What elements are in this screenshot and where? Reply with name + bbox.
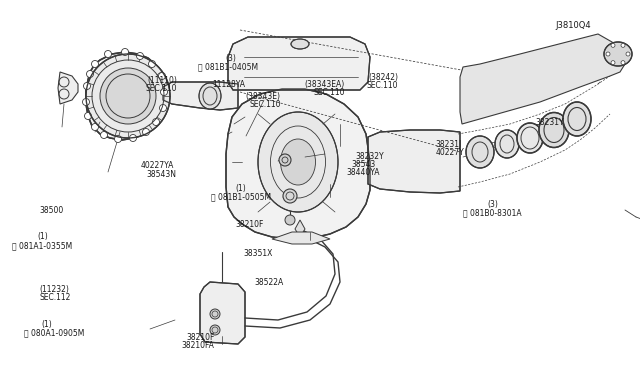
Circle shape	[84, 112, 92, 119]
Text: SEC.110: SEC.110	[146, 84, 177, 93]
Text: (11110): (11110)	[147, 76, 177, 85]
Text: (1): (1)	[37, 232, 48, 241]
Circle shape	[611, 61, 615, 65]
Polygon shape	[58, 72, 78, 104]
Text: 38231Y: 38231Y	[535, 118, 564, 127]
Circle shape	[92, 124, 99, 131]
Circle shape	[129, 135, 136, 141]
Circle shape	[136, 52, 143, 60]
Circle shape	[152, 119, 159, 125]
Circle shape	[92, 61, 99, 67]
Polygon shape	[226, 89, 370, 239]
Text: 38500: 38500	[40, 206, 64, 215]
Ellipse shape	[563, 102, 591, 136]
Polygon shape	[86, 52, 165, 140]
Text: Ⓑ 081B0-8301A: Ⓑ 081B0-8301A	[463, 208, 522, 217]
Circle shape	[100, 68, 156, 124]
Circle shape	[606, 52, 610, 56]
Text: SEC.110: SEC.110	[367, 81, 398, 90]
Text: (3): (3)	[488, 200, 499, 209]
Text: (1): (1)	[42, 320, 52, 329]
Circle shape	[115, 135, 122, 142]
Text: 38210F: 38210F	[236, 220, 264, 229]
Polygon shape	[295, 220, 305, 237]
Ellipse shape	[539, 112, 569, 148]
Circle shape	[104, 51, 111, 58]
Text: (3): (3)	[225, 54, 236, 63]
Ellipse shape	[495, 130, 519, 158]
Text: (38343E): (38343E)	[246, 92, 281, 101]
Circle shape	[626, 52, 630, 56]
Circle shape	[83, 83, 90, 90]
Polygon shape	[460, 34, 625, 124]
Text: SEC.110: SEC.110	[314, 88, 345, 97]
Polygon shape	[163, 82, 238, 110]
Text: (11232): (11232)	[40, 285, 70, 294]
Text: Ⓑ 081A1-0355M: Ⓑ 081A1-0355M	[12, 241, 72, 250]
Ellipse shape	[466, 136, 494, 168]
Text: 38543: 38543	[351, 160, 376, 169]
Circle shape	[159, 73, 166, 80]
Circle shape	[210, 325, 220, 335]
Text: 38231J: 38231J	[435, 140, 461, 149]
Text: (38242): (38242)	[369, 73, 399, 81]
Ellipse shape	[517, 123, 543, 153]
Circle shape	[161, 89, 168, 96]
Text: 38232Y: 38232Y	[356, 152, 385, 161]
Ellipse shape	[604, 42, 632, 66]
Polygon shape	[272, 232, 330, 244]
Circle shape	[621, 61, 625, 65]
Polygon shape	[228, 37, 370, 90]
Text: 38543N: 38543N	[146, 170, 176, 179]
Circle shape	[100, 131, 108, 138]
Circle shape	[279, 154, 291, 166]
Polygon shape	[200, 282, 245, 344]
Text: 40227Y: 40227Y	[435, 148, 464, 157]
Circle shape	[210, 309, 220, 319]
Text: 38351X: 38351X	[244, 249, 273, 258]
Circle shape	[148, 61, 156, 67]
Text: 38440YA: 38440YA	[346, 169, 380, 177]
Circle shape	[143, 128, 150, 135]
Text: 40227YA: 40227YA	[141, 161, 174, 170]
Text: (38343EA): (38343EA)	[305, 80, 345, 89]
Circle shape	[611, 44, 615, 47]
Circle shape	[283, 189, 297, 203]
Ellipse shape	[291, 39, 309, 49]
Ellipse shape	[258, 112, 338, 212]
Text: 11128YA: 11128YA	[212, 80, 246, 89]
Ellipse shape	[199, 83, 221, 109]
Circle shape	[621, 44, 625, 47]
Text: 38522A: 38522A	[255, 278, 284, 287]
Text: SEC.110: SEC.110	[250, 100, 281, 109]
Circle shape	[86, 71, 93, 77]
Circle shape	[122, 48, 129, 55]
Text: SEC.112: SEC.112	[40, 293, 71, 302]
Polygon shape	[368, 130, 460, 193]
Text: Ⓑ 081B1-0405M: Ⓑ 081B1-0405M	[198, 62, 259, 71]
Text: Ⓑ 081B1-0505M: Ⓑ 081B1-0505M	[211, 193, 271, 202]
Text: J3810Q4: J3810Q4	[556, 21, 591, 30]
Ellipse shape	[280, 139, 316, 185]
Circle shape	[83, 99, 90, 106]
Text: (1): (1)	[236, 185, 246, 193]
Circle shape	[159, 105, 166, 112]
Circle shape	[285, 215, 295, 225]
Text: 38210F: 38210F	[186, 333, 214, 341]
Text: Ⓑ 080A1-0905M: Ⓑ 080A1-0905M	[24, 328, 84, 337]
Text: 38210FA: 38210FA	[181, 341, 214, 350]
Circle shape	[86, 54, 170, 138]
